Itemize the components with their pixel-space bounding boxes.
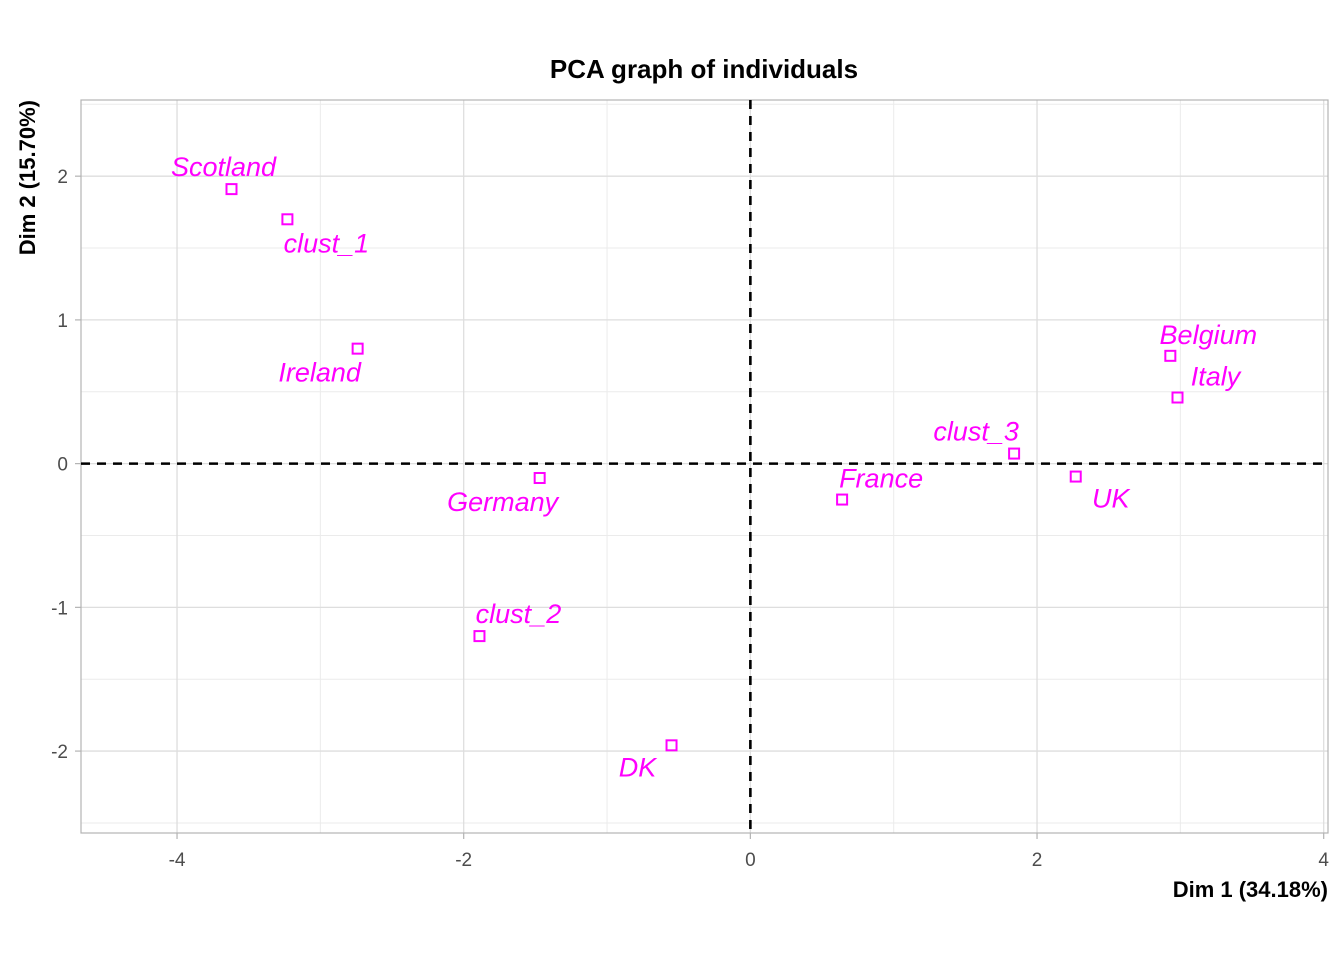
point-italy: [1171, 391, 1184, 404]
point-belgium: [1164, 349, 1177, 362]
point-clust-3: [1008, 447, 1021, 460]
y-axis-ticks: -2 -1 0 1 2: [51, 167, 81, 763]
label-clust-1: clust_1: [284, 228, 370, 258]
x-tick-label: -4: [169, 850, 186, 871]
label-clust-2: clust_2: [476, 599, 562, 629]
x-tick-label: 0: [745, 850, 756, 871]
label-dk: DK: [619, 752, 657, 782]
point-ireland: [351, 342, 364, 355]
point-germany: [533, 471, 546, 484]
minor-gridlines: [81, 100, 1328, 833]
plot-panel: [81, 100, 1328, 833]
data-points: [225, 183, 1184, 752]
y-tick-label: 2: [57, 167, 68, 188]
point-dk: [665, 739, 678, 752]
plot-border: [80, 99, 1329, 834]
point-labels: Scotland clust_1 Ireland Germany clust_2 DK Fr…: [171, 152, 1257, 782]
label-belgium: Belgium: [1160, 320, 1258, 350]
point-france: [836, 493, 849, 506]
x-tick-label: 4: [1318, 850, 1329, 871]
chart-title: PCA graph of individuals: [550, 54, 858, 84]
x-tick-label: 2: [1032, 850, 1043, 871]
point-scotland: [225, 183, 238, 196]
point-clust-2: [473, 630, 486, 643]
point-uk: [1069, 470, 1082, 483]
x-axis-ticks: -4 -2 0 2 4: [169, 833, 1329, 871]
point-clust-1: [281, 213, 294, 226]
label-italy: Italy: [1191, 362, 1242, 392]
label-germany: Germany: [447, 487, 560, 517]
label-ireland: Ireland: [278, 358, 362, 388]
y-axis-label: Dim 2 (15.70%): [15, 100, 40, 255]
reference-lines: [81, 100, 1328, 833]
y-tick-label: -1: [51, 598, 68, 619]
label-uk: UK: [1092, 484, 1130, 514]
y-tick-label: -2: [51, 742, 68, 763]
label-france: France: [839, 464, 923, 494]
y-tick-label: 1: [57, 311, 68, 332]
x-tick-label: -2: [455, 850, 472, 871]
x-axis-label: Dim 1 (34.18%): [1173, 877, 1328, 902]
y-tick-label: 0: [57, 455, 68, 476]
label-scotland: Scotland: [171, 152, 277, 182]
label-clust-3: clust_3: [933, 417, 1019, 447]
